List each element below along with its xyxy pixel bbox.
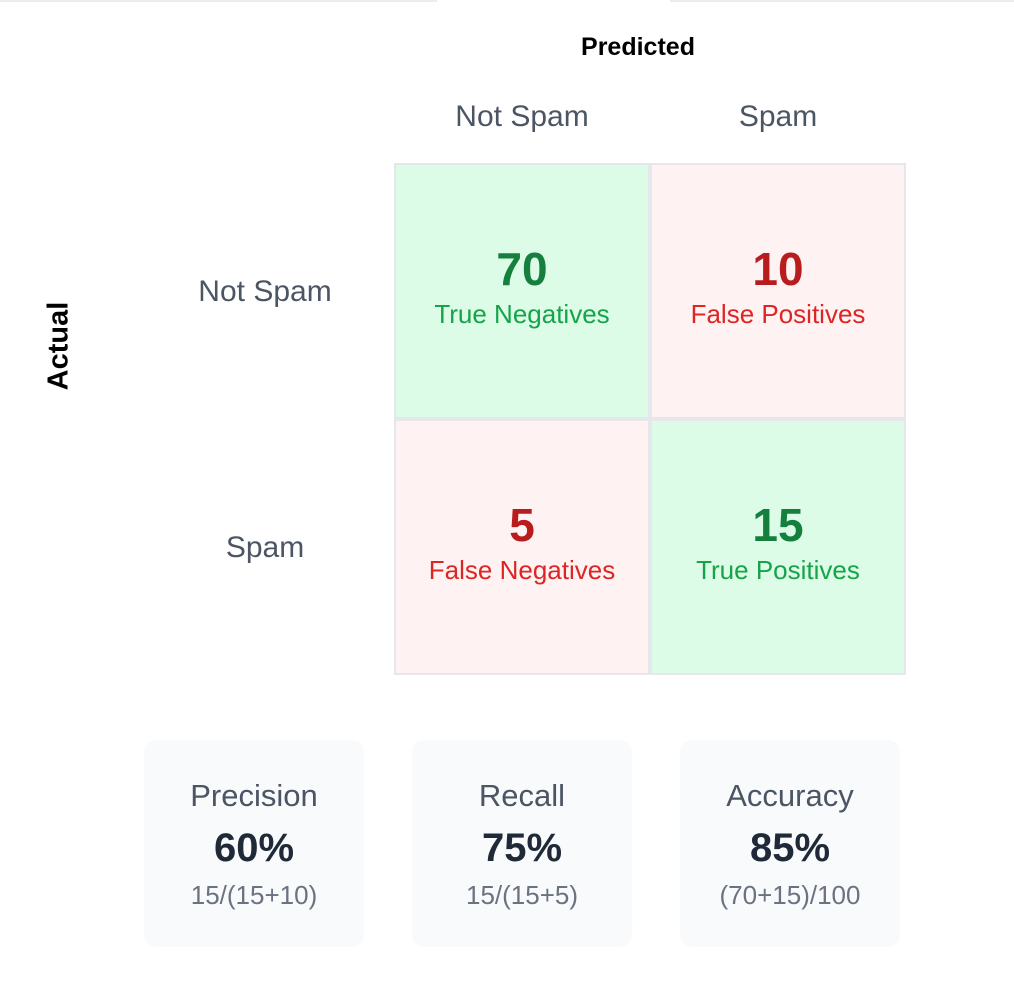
- metric-label: Precision: [190, 778, 318, 813]
- column-header-not-spam: Not Spam: [455, 100, 589, 133]
- cell-label: False Negatives: [428, 555, 616, 585]
- metric-formula: 15/(15+10): [190, 880, 318, 910]
- metric-value: 60%: [213, 826, 295, 870]
- confusion-matrix: 70 True Negatives 10 False Positives 5 F…: [394, 163, 906, 675]
- row-header-not-spam: Not Spam: [198, 275, 332, 308]
- cell-count: 70: [496, 243, 548, 295]
- predicted-axis-title: Predicted: [581, 33, 695, 61]
- precision-card: Precision 60% 15/(15+10): [144, 740, 364, 947]
- cell-count: 5: [509, 499, 535, 551]
- cell-label: False Positives: [690, 299, 866, 329]
- metric-formula: 15/(15+5): [465, 880, 579, 910]
- cell-false-positives: 10 False Positives: [650, 163, 906, 419]
- metric-label: Accuracy: [726, 778, 854, 813]
- cell-count: 15: [752, 499, 804, 551]
- recall-card: Recall 75% 15/(15+5): [412, 740, 632, 947]
- metric-value: 75%: [481, 826, 563, 870]
- cell-count: 10: [752, 243, 804, 295]
- cell-true-positives: 15 True Positives: [650, 419, 906, 675]
- accuracy-card: Accuracy 85% (70+15)/100: [680, 740, 900, 947]
- cell-label: True Positives: [696, 555, 860, 585]
- column-header-spam: Spam: [738, 100, 818, 133]
- top-divider-right: [670, 0, 1014, 2]
- cell-true-negatives: 70 True Negatives: [394, 163, 650, 419]
- cell-label: True Negatives: [434, 299, 610, 329]
- metric-label: Recall: [478, 778, 566, 813]
- metric-value: 85%: [749, 826, 831, 870]
- actual-axis-title: Actual: [42, 301, 75, 391]
- metric-formula: (70+15)/100: [719, 880, 861, 910]
- cell-false-negatives: 5 False Negatives: [394, 419, 650, 675]
- row-header-spam: Spam: [225, 531, 305, 564]
- top-divider-left: [0, 0, 437, 2]
